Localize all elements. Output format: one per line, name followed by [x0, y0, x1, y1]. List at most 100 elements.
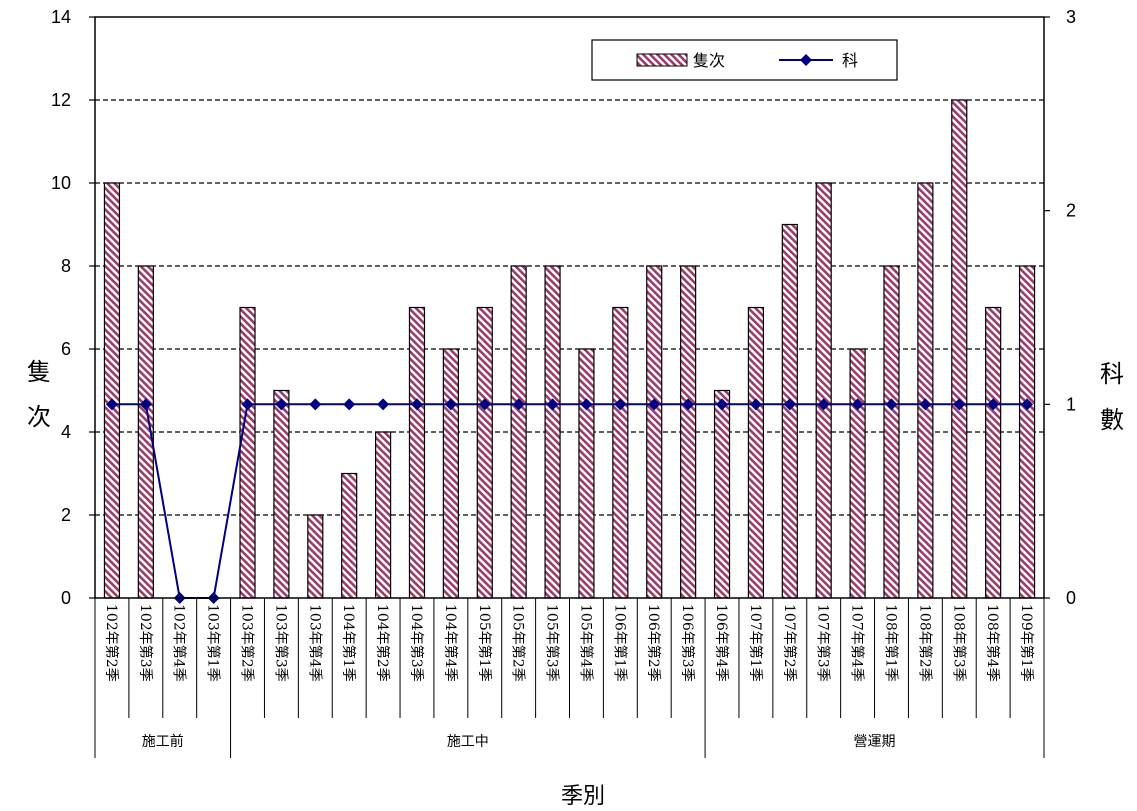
bar — [103, 182, 121, 599]
left-tick-label: 10 — [51, 173, 71, 193]
bar — [815, 182, 832, 599]
category-label: 104年第1季 — [340, 604, 357, 682]
bar — [781, 223, 798, 599]
line-point — [139, 398, 152, 411]
line-point — [410, 398, 423, 411]
category-label: 107年第4季 — [849, 604, 866, 682]
category-label: 103年第4季 — [306, 604, 323, 682]
grid-lines — [95, 99, 1044, 516]
category-label: 107年第3季 — [815, 604, 832, 682]
category-label: 105年第1季 — [476, 604, 493, 682]
line-point — [885, 398, 898, 411]
bar — [273, 389, 290, 599]
bar — [341, 472, 358, 599]
category-label: 102年第2季 — [103, 604, 120, 682]
bar — [374, 431, 392, 599]
category-label: 107年第2季 — [781, 604, 798, 682]
period-label: 營運期 — [854, 734, 896, 750]
bar — [510, 265, 527, 599]
bar — [917, 182, 934, 599]
left-axis-title-char-2: 次 — [27, 403, 51, 431]
legend-label-line: 科 — [842, 51, 858, 70]
line-point — [682, 398, 695, 411]
category-label: 103年第3季 — [272, 604, 289, 682]
line-point — [512, 398, 525, 411]
category-label: 106年第1季 — [611, 604, 628, 682]
bar — [951, 99, 968, 599]
legend-diamond-marker — [800, 54, 812, 66]
category-label: 109年第1季 — [1018, 604, 1035, 682]
left-tick-label: 12 — [51, 90, 71, 110]
right-tick-label: 0 — [1066, 588, 1076, 608]
line-point — [478, 398, 491, 411]
bar — [713, 389, 731, 599]
left-tick-label: 2 — [61, 505, 71, 525]
right-axis-title-char-1: 科 — [1100, 360, 1124, 388]
right-tick-label: 2 — [1066, 201, 1076, 221]
bar — [239, 306, 256, 599]
category-label: 104年第3季 — [408, 604, 425, 682]
bar — [747, 306, 765, 599]
category-label: 106年第4季 — [713, 604, 730, 682]
category-label: 105年第2季 — [510, 604, 527, 682]
line-point — [783, 398, 796, 411]
category-label: 104年第4季 — [442, 604, 459, 682]
bar — [849, 348, 866, 599]
line-point — [919, 398, 932, 411]
line-point — [851, 398, 864, 411]
category-label: 102年第4季 — [171, 604, 188, 682]
category-label: 106年第2季 — [645, 604, 662, 682]
bar — [408, 306, 426, 599]
bar — [544, 265, 561, 599]
category-label: 108年第2季 — [916, 604, 933, 682]
bar — [985, 306, 1002, 599]
line-point — [105, 398, 118, 411]
left-tick-label: 8 — [61, 256, 71, 276]
x-axis-title: 季別 — [561, 784, 605, 809]
bar — [442, 348, 459, 599]
line-point — [817, 398, 830, 411]
left-tick-label: 4 — [61, 422, 71, 442]
right-axis-title-char-2: 數 — [1100, 406, 1124, 434]
bar — [612, 306, 629, 599]
left-tick-label: 14 — [51, 7, 71, 27]
line-point — [444, 398, 457, 411]
right-tick-label: 1 — [1066, 394, 1076, 414]
period-label: 施工前 — [142, 733, 184, 750]
line-point — [648, 398, 661, 411]
bar — [646, 265, 663, 599]
category-label: 107年第1季 — [747, 604, 764, 682]
category-label: 102年第3季 — [137, 604, 154, 682]
line-point — [580, 398, 593, 411]
category-label: 105年第3季 — [544, 604, 561, 682]
legend: 隻次 科 — [591, 39, 898, 81]
category-label: 103年第2季 — [239, 604, 256, 682]
bar — [883, 265, 900, 599]
right-ticks: 0 1 2 3 — [1044, 7, 1076, 608]
category-label: 108年第4季 — [984, 604, 1001, 682]
legend-label-bar: 隻次 — [693, 51, 725, 70]
left-tick-label: 6 — [61, 339, 71, 359]
right-tick-label: 3 — [1066, 7, 1076, 27]
category-label: 103年第1季 — [205, 604, 222, 682]
bar — [1018, 265, 1036, 599]
line-point — [1021, 398, 1034, 411]
line-point — [377, 398, 390, 411]
bar — [476, 306, 493, 599]
line-path — [111, 403, 1028, 599]
period-groups: 施工前 施工中 營運期 — [94, 718, 1045, 758]
period-label: 施工中 — [447, 734, 489, 750]
bar — [578, 348, 595, 599]
category-label: 106年第3季 — [679, 604, 696, 682]
category-label: 105年第4季 — [577, 604, 594, 682]
left-ticks: 0 2 4 6 8 10 12 14 — [51, 7, 95, 608]
line-point — [343, 398, 356, 411]
line-point — [716, 398, 729, 411]
category-label: 108年第1季 — [883, 604, 900, 682]
line-point — [546, 398, 559, 411]
bar — [680, 265, 697, 599]
bar — [307, 514, 324, 599]
line-point — [614, 398, 627, 411]
left-axis-title-char-1: 隻 — [27, 358, 51, 386]
